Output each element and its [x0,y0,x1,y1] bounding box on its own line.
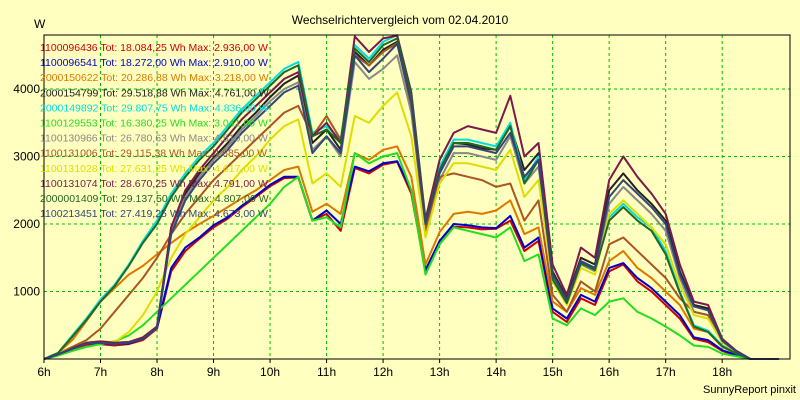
x-tick-label: 15h [543,365,563,379]
plot-frame [43,34,791,360]
x-tick-label: 11h [317,365,336,379]
series-line-3 [43,145,779,360]
x-tick-label: 9h [207,365,220,379]
x-tick-label: 12h [373,365,393,379]
chart-title: Wechselrichtervergleich vom 02.04.2010 [292,13,509,27]
y-tick-label: 3000 [13,150,40,164]
y-tick-label: 4000 [13,82,40,96]
x-tick-label: 18h [712,365,732,379]
x-tick-label: 6h [37,365,50,379]
series-line-12 [43,42,779,360]
series-line-6 [43,152,779,360]
x-tick-label: 13h [430,365,450,379]
x-tick-label: 10h [260,365,280,379]
legend-entry-7: 1100130966 Tot: 26.780,63 Wh Max: 4.510,… [40,133,268,145]
legend-entry-6: 1100129553 Tot: 16.380,25 Wh Max: 3.041,… [40,118,268,130]
legend-entry-1: 1100096436 Tot: 18.084,25 Wh Max: 2.936,… [40,42,268,54]
legend-entry-5: 2000149892 Tot: 29.807,75 Wh Max: 4.836,… [40,102,269,114]
x-tick-label: 7h [94,365,107,379]
series-line-11 [43,37,779,360]
y-tick-label: 1000 [13,285,40,299]
x-tick-label: 8h [150,365,163,379]
legend-entry-9: 1100131028 Tot: 27.631,25 Wh Max: 4.617,… [40,163,268,175]
axes: 1000 2000 3000 4000 6h 7h 8h 9h 10h 11h 12h 13h 14h 1… [13,34,791,379]
legend-entry-12: 1100213451 Tot: 27.419,25 Wh Max: 4.673,… [40,208,268,220]
legend-entry-3: 2000150622 Tot: 20.286,88 Wh Max: 3.218,… [40,72,269,84]
legend: 1100096436 Tot: 18.084,25 Wh Max: 2.936,… [40,42,269,220]
footer-credit: SunnyReport pinxit [703,384,796,396]
y-axis-label: W [34,17,46,31]
y-tick-label: 2000 [13,217,40,231]
legend-entry-2: 1100096541 Tot: 18.272,00 Wh Max: 2.910,… [40,57,268,69]
legend-entry-4: 2000154799 Tot: 29.518,88 Wh Max: 4.761,… [40,87,269,99]
x-tick-label: 14h [486,365,506,379]
legend-entry-10: 1100131074 Tot: 28.670,25 Wh Max: 4.791,… [40,178,268,190]
series-group [43,34,779,360]
legend-entry-8: 1100131006 Tot: 29.115,38 Wh Max: 4.685,… [40,148,267,160]
x-tick-label: 16h [599,365,619,379]
legend-entry-11: 2000001409 Tot: 29.137,50 Wh Max: 4.807,… [40,193,269,205]
x-tick-label: 17h [656,365,676,379]
